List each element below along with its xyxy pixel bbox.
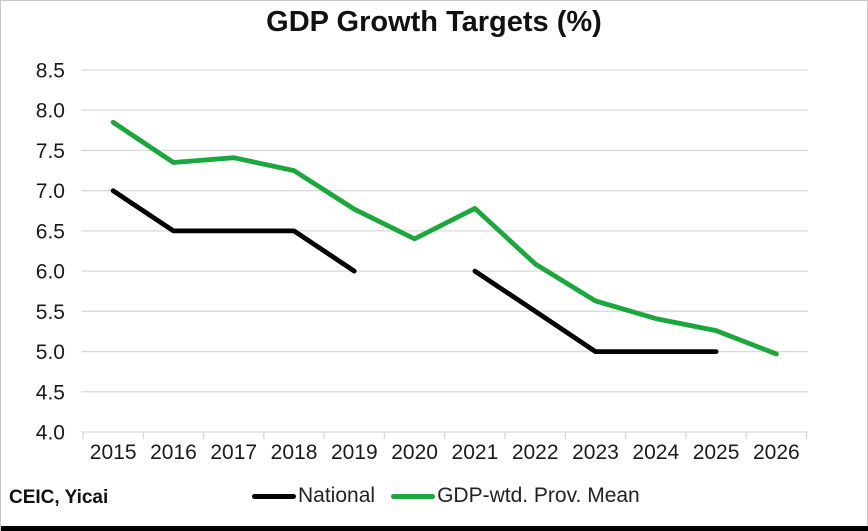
y-tick-label: 5.5 [36,301,65,324]
legend-item-national: National [252,484,375,508]
x-tick-label: 2021 [452,441,499,464]
legend-swatch [391,493,436,499]
gdp-growth-chart: 4.04.55.05.56.06.57.07.58.08.5 2015 2016 2… [36,60,808,464]
x-tick-label: 2019 [331,441,378,464]
x-tick-label: 2016 [150,441,197,464]
y-tick-label: 4.0 [36,422,65,445]
legend: National GDP-wtd. Prov. Mean [252,484,640,508]
x-tick-label: 2017 [210,441,257,464]
bottom-border-bar [1,526,868,531]
legend-label: GDP-wtd. Prov. Mean [437,484,640,507]
series-lines [110,119,779,357]
x-tick-label: 2026 [753,441,800,464]
x-tick-label: 2020 [391,441,438,464]
y-tick-label: 8.5 [36,60,65,83]
y-tick-label: 8.0 [36,100,65,123]
x-tick-label: 2022 [512,441,559,464]
y-gridlines [81,69,808,433]
y-axis-labels: 4.0 4.5 5.0 5.5 6.0 6.5 7.0 7.5 8.0 8.5 [36,60,65,445]
x-tick-label: 2015 [90,441,137,464]
series-line-gdp-wtd-prov-mean [110,119,779,357]
x-tick-label: 2025 [693,441,740,464]
y-tick-label: 5.0 [36,341,65,364]
x-tick-label: 2018 [271,441,318,464]
y-tick-label: 7.5 [36,140,65,163]
y-tick-label: 6.5 [36,220,65,243]
series-line-national [110,188,719,354]
legend-swatch [252,493,296,499]
y-tick-label: 4.5 [36,381,65,404]
x-axis-labels: 2015 2016 2017 2018 2019 2020 2021 2022 2023 2024… [90,441,800,464]
y-tick-label: 6.0 [36,261,65,284]
chart-title: GDP Growth Targets (%) [266,6,602,38]
legend-item-provincial-mean: GDP-wtd. Prov. Mean [391,484,640,508]
x-axis-ticks [82,432,808,439]
x-tick-label: 2024 [632,441,679,464]
y-tick-label: 7.0 [36,180,65,203]
legend-label: National [298,484,376,507]
x-tick-label: 2023 [572,441,619,464]
source-note: CEIC, Yicai [9,487,109,508]
chart-footer: CEIC, Yicai National GDP-wtd. Prov. Mean [1,484,867,514]
